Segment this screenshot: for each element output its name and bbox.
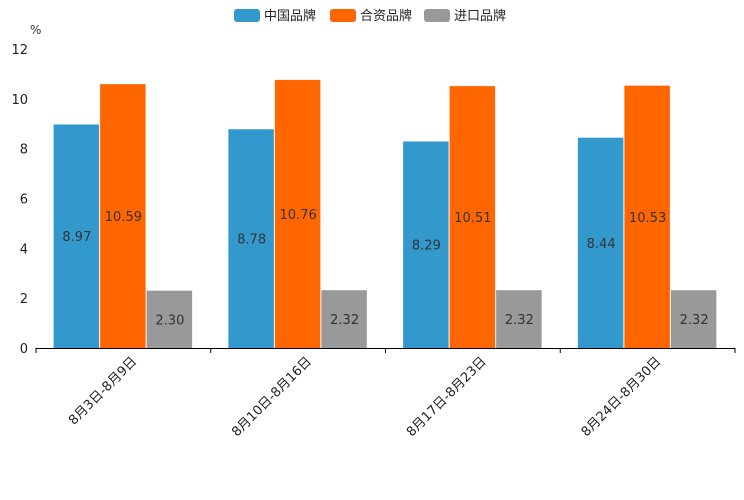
bar xyxy=(146,290,193,348)
bar xyxy=(577,137,624,348)
bar xyxy=(53,124,100,348)
legend-swatch xyxy=(330,9,356,22)
legend-label: 中国品牌 xyxy=(264,8,316,24)
bar xyxy=(228,129,274,348)
bar xyxy=(670,290,717,348)
legend: 中国品牌 合资品牌 进口品牌 xyxy=(234,8,506,24)
data-label: 10.59 xyxy=(105,210,142,225)
data-label: 8.97 xyxy=(62,230,91,245)
data-labels-group: 8.97 10.59 2.30 8.78 10.76 2.32 8.29 10.51 2.32 8… xyxy=(62,208,708,328)
y-axis: 0 2 4 6 8 10 12 xyxy=(11,43,28,357)
data-label: 2.32 xyxy=(680,313,709,328)
legend-label: 进口品牌 xyxy=(454,8,506,24)
data-label: 8.29 xyxy=(412,239,441,254)
data-label: 2.32 xyxy=(330,313,359,328)
bar xyxy=(274,79,321,348)
x-tick-label: 8月17日-8月23日 xyxy=(404,354,490,440)
x-axis: 8月3日-8月9日 8月10日-8月16日 8月17日-8月23日 8月24日-8月3… xyxy=(35,348,736,440)
legend-swatch xyxy=(424,9,450,22)
y-tick-label: 8 xyxy=(20,143,28,158)
data-label: 10.76 xyxy=(280,208,317,223)
data-label: 8.78 xyxy=(237,233,266,248)
data-label: 10.53 xyxy=(629,211,666,226)
y-tick-label: 0 xyxy=(20,342,28,357)
bar xyxy=(624,85,670,348)
data-label: 2.30 xyxy=(155,313,184,328)
legend-swatch xyxy=(234,9,260,22)
x-tick-label: 8月10日-8月16日 xyxy=(229,354,315,440)
y-tick-label: 10 xyxy=(11,93,28,108)
legend-label: 合资品牌 xyxy=(360,8,412,24)
y-tick-label: 4 xyxy=(20,242,28,257)
bar xyxy=(403,141,449,348)
x-tick-label: 8月3日-8月9日 xyxy=(66,354,140,428)
bars-group xyxy=(53,79,717,349)
x-tick-label: 8月24日-8月30日 xyxy=(579,354,665,440)
bar xyxy=(496,290,542,348)
bar xyxy=(321,290,367,348)
bar xyxy=(100,84,146,348)
bar xyxy=(449,86,496,349)
data-label: 8.44 xyxy=(587,237,616,252)
data-label: 2.32 xyxy=(505,313,534,328)
y-axis-unit-label: % xyxy=(30,23,41,37)
data-label: 10.51 xyxy=(454,211,491,226)
y-tick-label: 6 xyxy=(20,193,28,208)
y-tick-label: 12 xyxy=(11,43,28,58)
y-tick-label: 2 xyxy=(20,292,28,307)
